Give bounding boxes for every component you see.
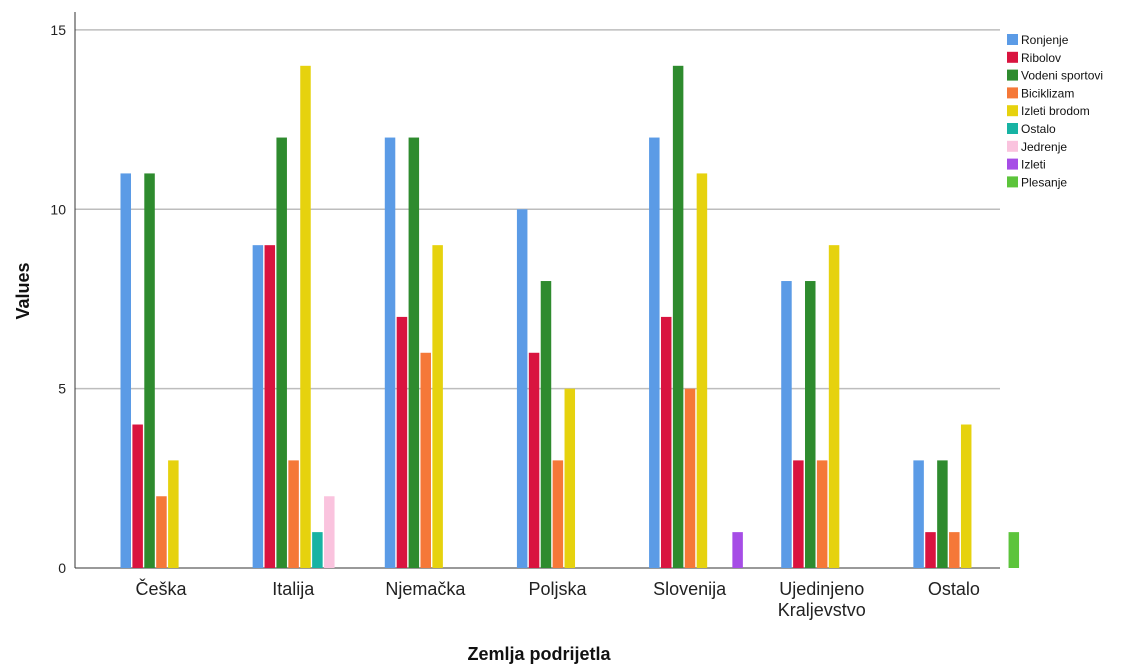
x-tick-label: Kraljevstvo: [778, 600, 866, 620]
bar: [516, 209, 528, 568]
bar: [144, 173, 155, 568]
y-tick-labels: 0 5 10 15: [50, 22, 66, 576]
legend-swatch: [1007, 176, 1018, 188]
y-tick-label: 15: [50, 22, 66, 38]
x-tick-label: Poljska: [528, 579, 587, 599]
bar: [540, 281, 552, 568]
bar: [913, 460, 924, 568]
bar: [132, 424, 143, 568]
bar: [408, 137, 420, 568]
bar: [960, 424, 972, 568]
legend-label: Ronjenje: [1021, 33, 1069, 47]
legend-label: Jedrenje: [1021, 140, 1067, 154]
bar: [552, 460, 564, 568]
bar: [324, 496, 335, 568]
x-tick-label: Njemačka: [385, 579, 466, 599]
legend-swatch: [1007, 69, 1018, 81]
legend-label: Ribolov: [1021, 51, 1061, 65]
bar: [312, 532, 323, 568]
legend-swatch: [1007, 140, 1018, 152]
y-tick-label: 0: [58, 560, 66, 576]
y-tick-label: 10: [50, 201, 66, 217]
bar: [1008, 532, 1020, 568]
bar: [432, 245, 443, 568]
bar: [649, 137, 660, 568]
legend-label: Izleti: [1021, 158, 1046, 172]
bar: [660, 316, 672, 568]
bar: [156, 496, 167, 568]
legend-swatch: [1007, 105, 1018, 117]
bar: [949, 532, 960, 568]
x-tick-label: Ostalo: [928, 579, 980, 599]
bar: [696, 173, 708, 568]
legend-label: Ostalo: [1021, 122, 1056, 136]
bar: [684, 388, 696, 568]
x-axis-title: Zemlja podrijetla: [467, 644, 611, 664]
bar: [384, 137, 396, 568]
legend-label: Biciklizam: [1021, 86, 1074, 100]
bar: [120, 173, 131, 568]
bar: [732, 532, 743, 568]
y-tick-label: 5: [58, 381, 66, 397]
bar: [264, 245, 276, 568]
bar: [168, 460, 179, 568]
bar: [672, 65, 684, 568]
bar: [288, 460, 299, 568]
legend-label: Izleti brodom: [1021, 104, 1090, 118]
legend-swatch: [1007, 87, 1018, 99]
bar: [420, 352, 431, 568]
bar: [564, 388, 576, 568]
bar: [937, 460, 948, 568]
legend: Ronjenje Ribolov Vodeni sportovi Biciklizam…: [1007, 33, 1103, 189]
bar: [781, 281, 792, 568]
legend-label: Vodeni sportovi: [1021, 69, 1103, 83]
bar: [528, 352, 540, 568]
x-tick-label: Slovenija: [653, 579, 727, 599]
bar: [276, 137, 287, 568]
legend-swatch: [1007, 158, 1018, 170]
bar: [252, 245, 264, 568]
x-tick-label: Ujedinjeno: [779, 579, 864, 599]
bar: [828, 245, 840, 568]
y-axis-title: Values: [13, 262, 33, 319]
legend-swatch: [1007, 51, 1018, 63]
bar: [793, 460, 804, 568]
x-tick-label: Češka: [136, 578, 188, 599]
bars: [120, 65, 1020, 568]
legend-label: Plesanje: [1021, 175, 1067, 189]
bar: [925, 532, 936, 568]
bar: [805, 281, 816, 568]
x-tick-label: Italija: [272, 579, 315, 599]
bar: [396, 316, 408, 568]
bar: [300, 65, 311, 568]
legend-swatch: [1007, 34, 1018, 45]
x-tick-labels: Češka Italija Njemačka Poljska Slovenija Ujed…: [136, 578, 980, 620]
bar: [816, 460, 828, 568]
legend-swatch: [1007, 123, 1018, 134]
